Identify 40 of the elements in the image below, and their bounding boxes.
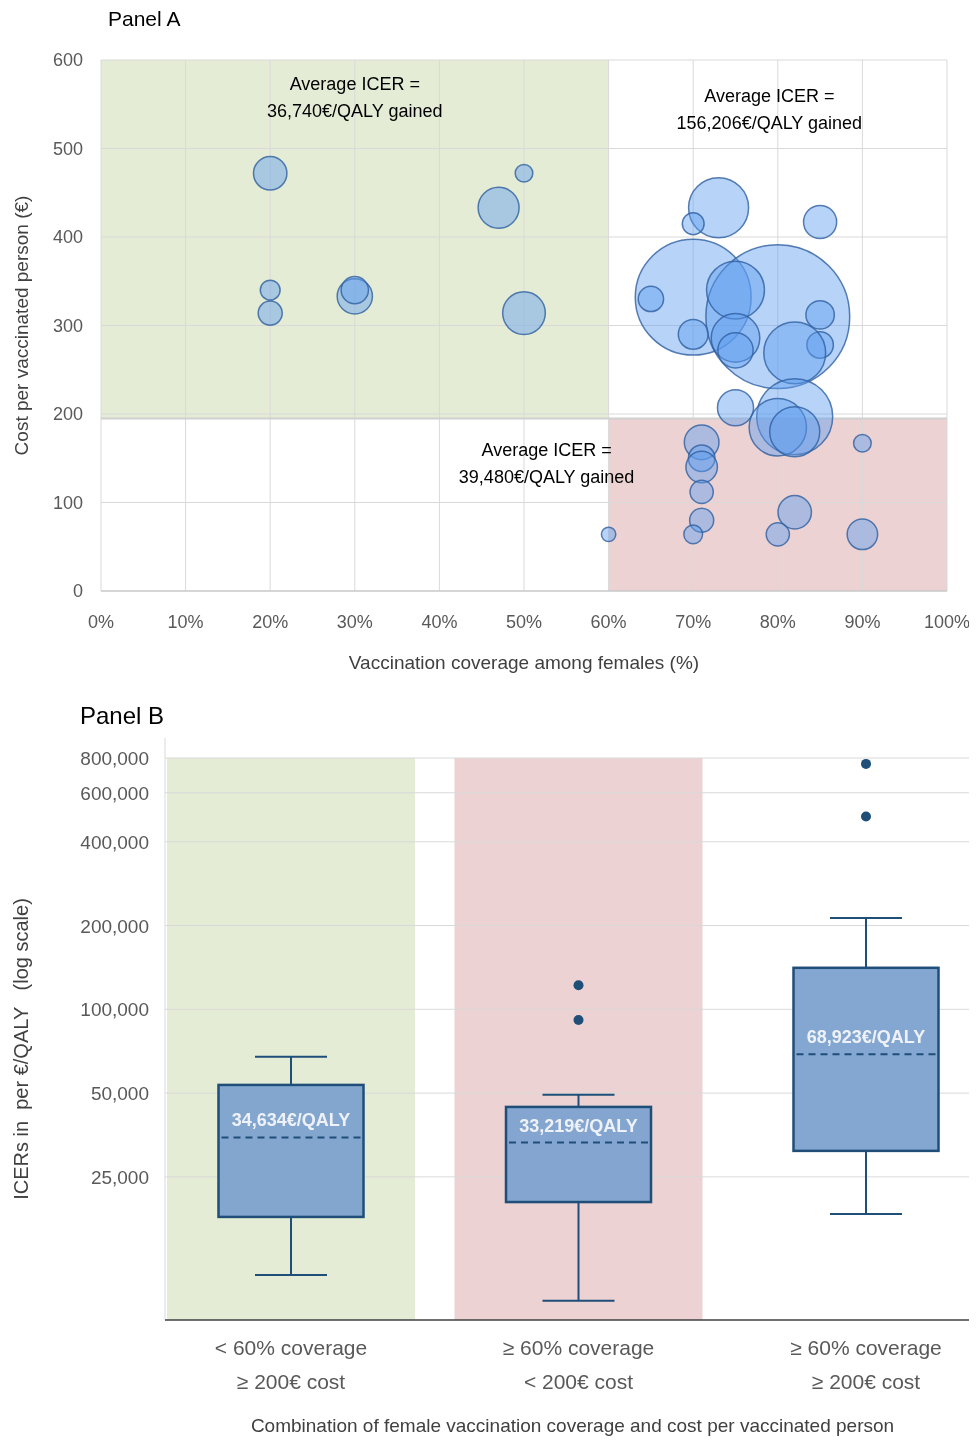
x-tick-label: 20%: [252, 612, 289, 632]
y-tick-label: 0: [72, 581, 83, 601]
y-tick-label: 300: [52, 315, 83, 336]
y-axis-title: Cost per vaccinated person (€): [11, 195, 32, 456]
x-tick-label: 40%: [421, 612, 458, 632]
y-tick-label: 600: [52, 50, 83, 70]
annotation: 68,923€/QALY: [806, 1027, 926, 1048]
y-tick-label: 500: [52, 138, 83, 159]
y-tick-label: 200,000: [80, 915, 149, 937]
x-tick-label: < 60% coverage ≥ 200€ cost: [214, 1336, 368, 1393]
band-label: Average ICER = 39,480€/QALY gained: [458, 440, 635, 488]
x-axis-title: Vaccination coverage among females (%): [348, 652, 700, 673]
y-axis-title: ICERs in per €/QALY (log scale): [10, 898, 32, 1200]
x-tick-label: 0%: [87, 612, 115, 632]
chart-title: Panel A: [108, 7, 181, 30]
y-tick-label: 200: [52, 404, 83, 424]
chart-title: Panel B: [80, 702, 165, 729]
y-tick-label: 400: [52, 227, 83, 247]
band-label: Average ICER = 36,740€/QALY gained: [267, 74, 443, 121]
x-tick-label: 10%: [167, 612, 204, 632]
x-axis-title: Combination of female vaccination coverage and cost per vaccinated person: [250, 1415, 895, 1436]
y-tick-label: 800,000: [80, 748, 149, 769]
x-tick-label: 60%: [590, 612, 627, 632]
x-tick-label: 70%: [675, 612, 712, 632]
annotation: Average ICER = 156,206€/QALY gained: [676, 86, 863, 133]
x-tick-label: 30%: [336, 612, 373, 632]
x-tick-label: 80%: [759, 612, 796, 632]
y-tick-label: 100: [52, 492, 83, 513]
y-tick-label: 600,000: [80, 782, 149, 804]
x-tick-label: 100%: [923, 612, 971, 632]
annotation: 34,634€/QALY: [231, 1110, 351, 1131]
x-tick-label: 90%: [844, 612, 881, 632]
x-tick-label: ≥ 60% coverage < 200€ cost: [502, 1336, 655, 1393]
y-tick-label: 50,000: [90, 1083, 149, 1105]
y-tick-label: 400,000: [80, 831, 149, 853]
annotation: 33,219€/QALY: [519, 1115, 638, 1136]
x-tick-label: ≥ 60% coverage ≥ 200€ cost: [790, 1336, 942, 1393]
y-tick-label: 100,000: [80, 999, 149, 1021]
x-tick-label: 50%: [505, 612, 543, 632]
y-tick-label: 25,000: [90, 1166, 149, 1188]
